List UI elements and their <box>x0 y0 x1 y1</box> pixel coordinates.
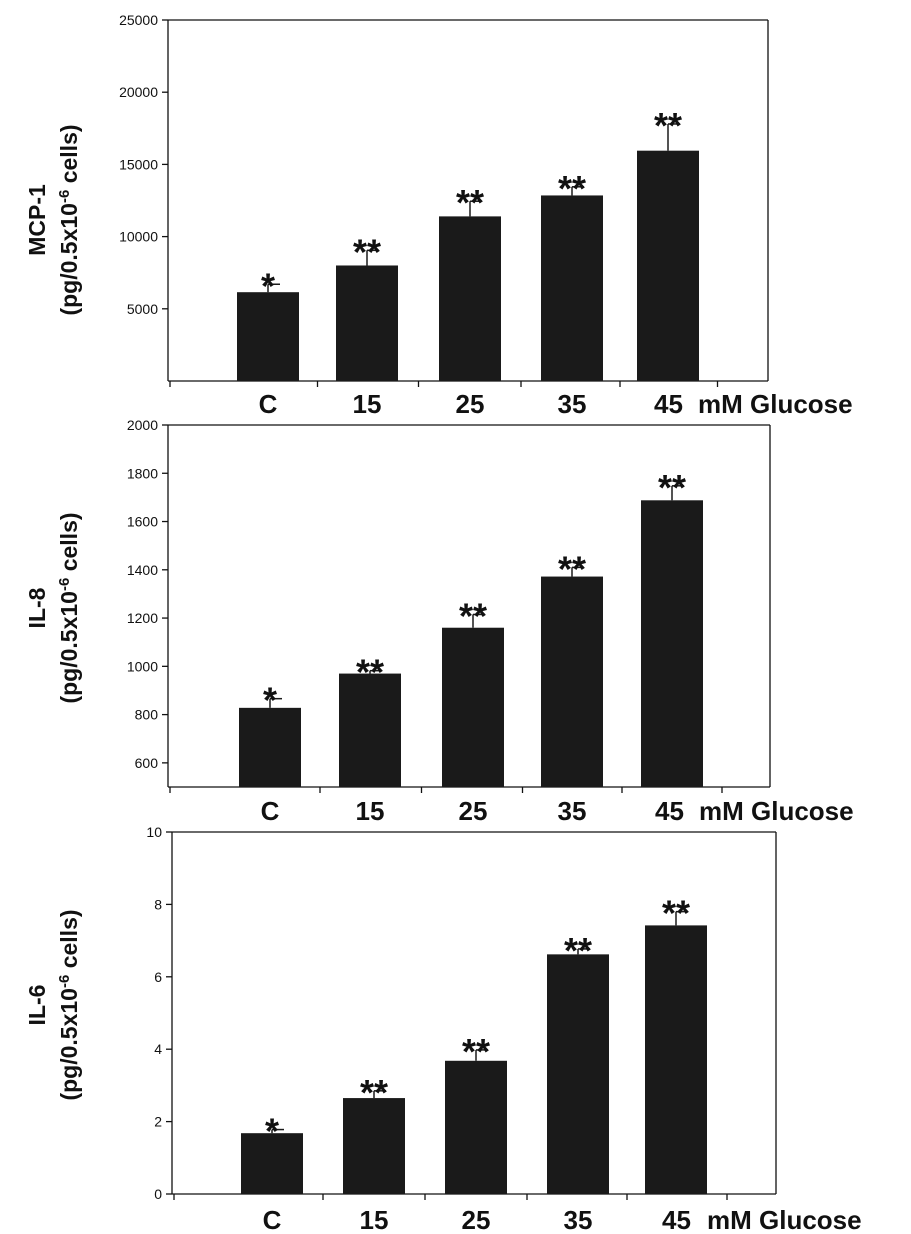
significance-mark: * <box>265 1111 279 1152</box>
significance-mark: ** <box>662 893 690 934</box>
y-tick-label: 1400 <box>127 562 158 578</box>
y-axis-label-line2: (pg/0.5x10-6 cells) <box>56 512 83 703</box>
y-tick-label: 0 <box>154 1186 162 1202</box>
bar <box>343 1098 405 1194</box>
bar <box>541 576 603 787</box>
x-tick-label: C <box>263 1205 282 1234</box>
x-axis-suffix: mM Glucose <box>707 1205 862 1234</box>
significance-mark: ** <box>654 105 682 146</box>
significance-mark: ** <box>658 467 686 508</box>
bar <box>445 1060 507 1194</box>
x-tick-label: 15 <box>360 1205 389 1234</box>
x-tick-label: 15 <box>353 389 382 419</box>
panel-il6: IL-6 (pg/0.5x10-6 cells) 0246810********… <box>24 824 862 1234</box>
y-tick-label: 20000 <box>119 84 158 100</box>
x-tick-label: 15 <box>356 796 385 826</box>
y-tick-label: 1600 <box>127 514 158 530</box>
y-axis-label-line1: MCP-1 <box>24 184 50 256</box>
significance-mark: ** <box>459 595 487 636</box>
x-axis-labels: C 15 25 35 45 mM Glucose <box>259 389 853 419</box>
bar <box>641 500 703 787</box>
y-tick-label: 10 <box>146 824 162 840</box>
x-tick-label: 45 <box>654 389 683 419</box>
bar <box>237 292 299 381</box>
significance-mark: ** <box>462 1031 490 1072</box>
y-axis-label-line1: IL-8 <box>24 587 50 628</box>
bar <box>439 216 501 381</box>
significance-mark: * <box>263 680 277 721</box>
bar <box>241 1133 303 1194</box>
y-tick-label: 1800 <box>127 465 158 481</box>
y-tick-label: 600 <box>135 755 159 771</box>
y-tick-label: 5000 <box>127 301 158 317</box>
x-tick-label: 35 <box>564 1205 593 1234</box>
bar <box>645 925 707 1194</box>
y-tick-label: 6 <box>154 969 162 985</box>
x-axis-labels: C 15 25 35 45 mM Glucose <box>261 796 854 826</box>
significance-mark: * <box>261 265 275 306</box>
x-axis-suffix: mM Glucose <box>698 389 853 419</box>
x-tick-label: 35 <box>558 796 587 826</box>
y-tick-label: 25000 <box>119 12 158 28</box>
significance-mark: ** <box>564 930 592 971</box>
y-axis-label: IL-8 (pg/0.5x10-6 cells) <box>24 512 82 703</box>
x-tick-label: 25 <box>459 796 488 826</box>
significance-mark: ** <box>558 548 586 589</box>
panel-il8: IL-8 (pg/0.5x10-6 cells) 600 800 1000 1200 1… <box>24 417 854 826</box>
x-tick-label: 35 <box>558 389 587 419</box>
y-tick-label: 15000 <box>119 156 158 172</box>
x-axis-labels: C 15 25 35 45 mM Glucose <box>263 1205 862 1234</box>
y-tick-label: 2000 <box>127 417 158 433</box>
bar <box>239 707 301 787</box>
bar <box>339 673 401 787</box>
significance-mark: ** <box>356 652 384 693</box>
bar <box>541 195 603 381</box>
y-tick-label: 8 <box>154 896 162 912</box>
y-axis-label-line1: IL-6 <box>24 985 50 1026</box>
x-tick-label: C <box>259 389 278 419</box>
significance-mark: ** <box>456 182 484 223</box>
bar <box>547 954 609 1194</box>
x-tick-label: 45 <box>662 1205 691 1234</box>
significance-mark: ** <box>353 231 381 272</box>
significance-mark: ** <box>558 168 586 209</box>
y-axis-label-line2: (pg/0.5x10-6 cells) <box>56 909 83 1100</box>
y-tick-label: 4 <box>154 1041 162 1057</box>
x-tick-label: C <box>261 796 280 826</box>
y-tick-label: 2 <box>154 1114 162 1130</box>
x-axis-suffix: mM Glucose <box>699 796 854 826</box>
y-axis-label: IL-6 (pg/0.5x10-6 cells) <box>24 909 82 1100</box>
y-tick-label: 10000 <box>119 229 158 245</box>
x-tick-label: 25 <box>456 389 485 419</box>
y-tick-label: 1200 <box>127 610 158 626</box>
panel-mcp1: MCP-1 (pg/0.5x10-6 cells) 5000 10000 15000… <box>24 12 853 419</box>
x-tick-label: 45 <box>655 796 684 826</box>
y-tick-label: 800 <box>135 707 159 723</box>
y-tick-label: 1000 <box>127 658 158 674</box>
x-tick-label: 25 <box>462 1205 491 1234</box>
significance-mark: ** <box>360 1072 388 1113</box>
y-axis-label-line2: (pg/0.5x10-6 cells) <box>56 124 83 315</box>
y-axis-label: MCP-1 (pg/0.5x10-6 cells) <box>24 124 82 315</box>
bar <box>637 150 699 381</box>
bar <box>336 265 398 381</box>
bar <box>442 627 504 787</box>
